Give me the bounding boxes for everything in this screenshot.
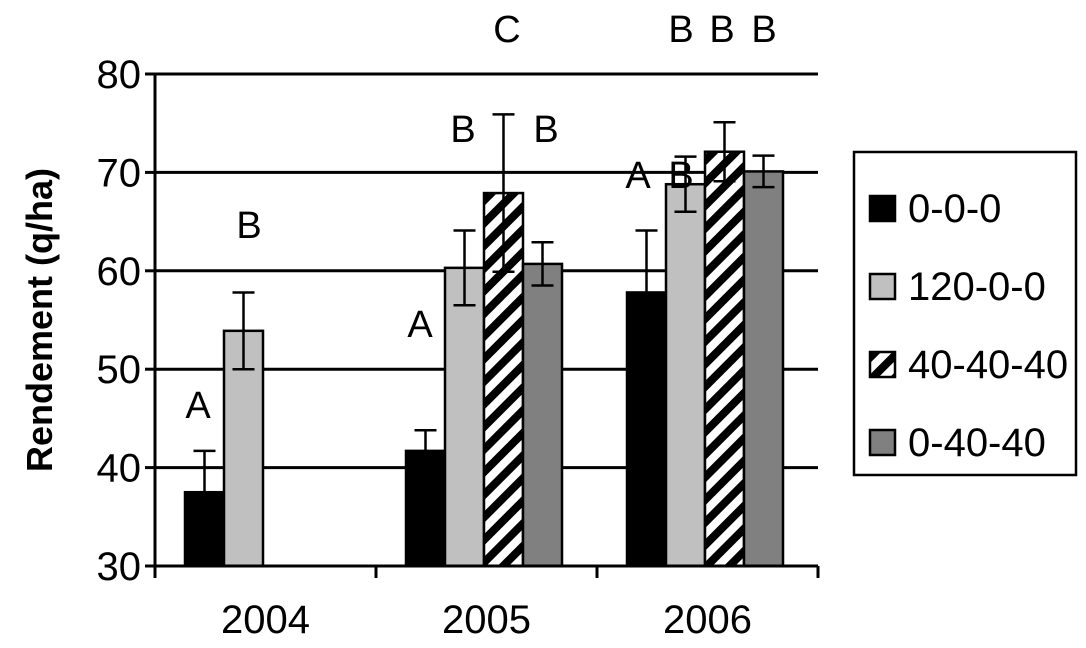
bar [664, 182, 707, 568]
y-tick-label: 40 [97, 447, 142, 491]
y-tick-label: 70 [97, 151, 142, 195]
x-tick-label: 2004 [221, 598, 310, 642]
bar [521, 262, 564, 568]
y-tick-label: 30 [97, 545, 142, 589]
significance-letter: B [751, 9, 776, 51]
bar [443, 266, 486, 568]
significance-letter: A [407, 304, 433, 346]
legend-swatch [868, 272, 897, 301]
significance-letter: B [709, 9, 734, 51]
significance-letter: B [236, 205, 261, 247]
y-tick-label: 60 [97, 250, 142, 294]
x-tick-label: 2006 [663, 598, 752, 642]
error-bars-group [193, 113, 775, 535]
legend-swatch [868, 194, 897, 223]
significance-letter: B [533, 109, 558, 151]
legend-entry: 120-0-0 [908, 265, 1046, 309]
significance-letter: B [450, 109, 475, 151]
x-tick-labels: 2004 2005 2006 [221, 598, 752, 642]
y-tick-label: 50 [97, 348, 142, 392]
significance-letter: B [668, 9, 693, 51]
significance-letter: A [625, 155, 651, 197]
y-tick-label: 80 [97, 53, 142, 97]
legend-entry: 0-0-0 [908, 187, 1001, 231]
legend-entry: 40-40-40 [908, 343, 1068, 387]
significance-letter: B [668, 155, 693, 197]
legend-swatch [868, 350, 897, 379]
bar [742, 170, 785, 568]
bar [703, 150, 746, 568]
y-axis-label: Rendement (q/ha) [19, 168, 60, 472]
x-tick-label: 2005 [442, 598, 531, 642]
axes [145, 72, 820, 578]
legend-entry: 0-40-40 [908, 421, 1046, 465]
significance-letter: A [185, 385, 211, 427]
bars-group [183, 150, 785, 568]
legend-swatch [868, 428, 897, 457]
significance-letter: C [493, 9, 520, 51]
y-tick-labels: 30 40 50 60 70 80 [97, 53, 142, 589]
legend: 0-0-0 120-0-0 40-40-40 0-40-40 [852, 150, 1078, 477]
